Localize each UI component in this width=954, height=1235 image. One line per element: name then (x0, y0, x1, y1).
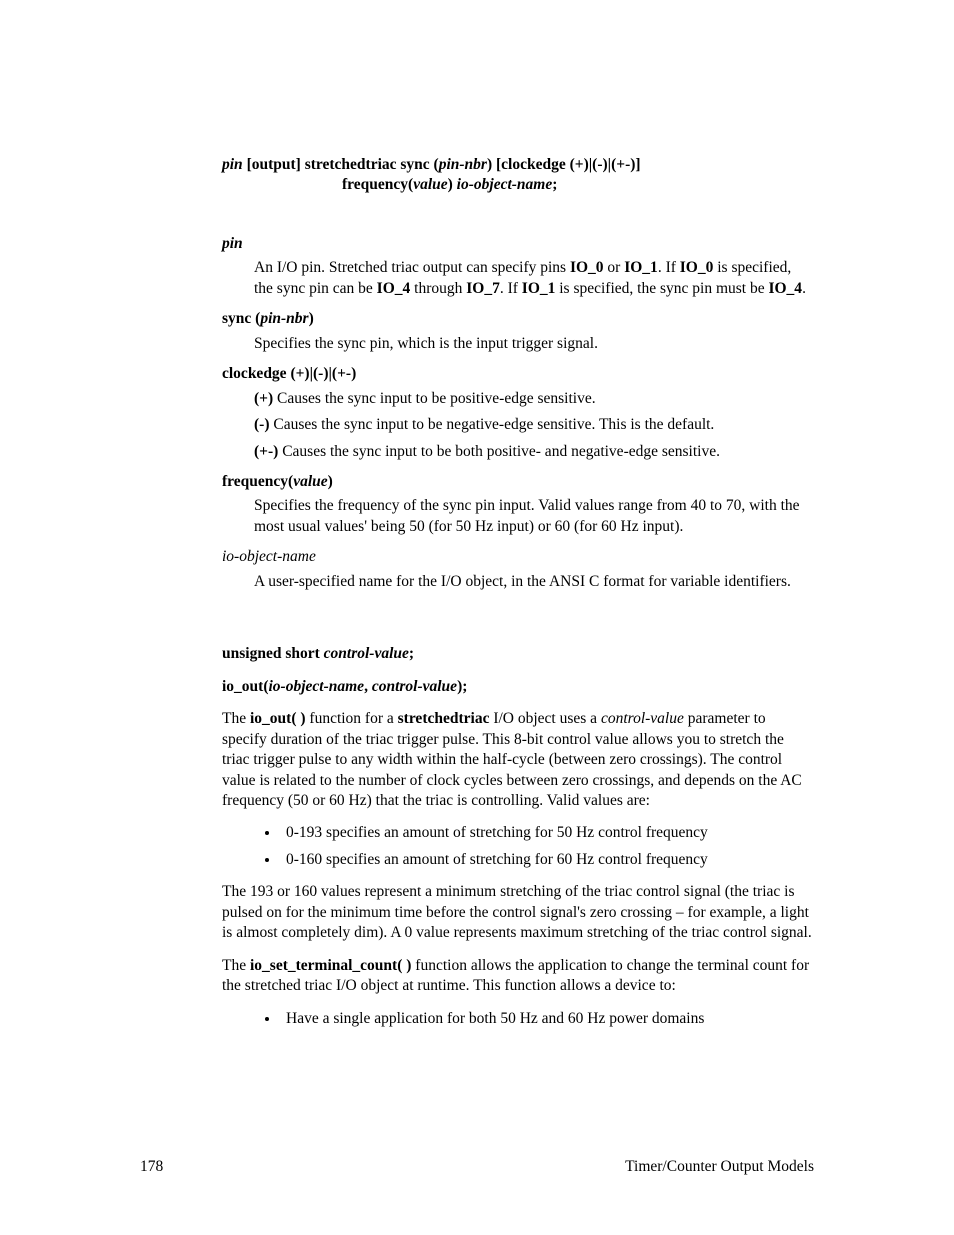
usage-paragraph-3: The io_set_terminal_count( ) function al… (222, 956, 814, 997)
syntax-clockedge: [clockedge (+)|(-)|(+-)] (492, 156, 640, 173)
text: An I/O pin. Stretched triac output can s… (254, 259, 570, 276)
term-frequency: frequency(value) (222, 472, 814, 492)
page: pin [output] stretchedtriac sync (pin-nb… (0, 0, 954, 1235)
footer-title: Timer/Counter Output Models (625, 1157, 814, 1177)
text: ) (328, 473, 333, 490)
text: function for a (306, 710, 398, 727)
syntax-semicolon: ; (552, 176, 557, 193)
list-item: 0-160 specifies an amount of stretching … (280, 850, 814, 870)
label: (-) (254, 416, 270, 433)
semicolon: ; (409, 645, 414, 662)
io4: IO_4 (768, 280, 802, 297)
list-item: 0-193 specifies an amount of stretching … (280, 823, 814, 843)
text: . (802, 280, 806, 297)
def-clockedge-minus: (-) Causes the sync input to be negative… (254, 415, 814, 435)
def-clockedge-pm: (+-) Causes the sync input to be both po… (254, 442, 814, 462)
unsigned-short: unsigned short (222, 645, 324, 662)
io-out-fn: io_out( ) (250, 710, 306, 727)
def-io-object-name: A user-specified name for the I/O object… (254, 572, 814, 592)
syntax-io-object-name: io-object-name (457, 176, 553, 193)
io1: IO_1 (624, 259, 658, 276)
term-io-object-name: io-object-name (222, 547, 814, 567)
syntax-value: value (413, 176, 447, 193)
usage-paragraph-2: The 193 or 160 values represent a minimu… (222, 882, 814, 943)
stretchedtriac: stretchedtriac (398, 710, 490, 727)
usage-call: io_out(io-object-name, control-value); (222, 677, 814, 697)
term-sync: sync (pin-nbr) (222, 309, 814, 329)
usage-paragraph-1: The io_out( ) function for a stretchedtr… (222, 709, 814, 811)
syntax-close-paren-2: ) (448, 176, 457, 193)
io-object-name: io-object-name (269, 678, 365, 695)
usage-declaration: unsigned short control-value; (222, 644, 814, 664)
syntax-output: [output] (243, 156, 305, 173)
io1: IO_1 (522, 280, 556, 297)
text: The (222, 957, 250, 974)
control-value: control-value (601, 710, 684, 727)
term-pin: pin (222, 234, 814, 254)
def-pin: An I/O pin. Stretched triac output can s… (254, 258, 814, 299)
text: ) (309, 310, 314, 327)
text: Causes the sync input to be positive-edg… (273, 390, 595, 407)
syntax-pin-nbr: pin-nbr (439, 156, 487, 173)
syntax-pin: pin (222, 156, 243, 173)
definition-list: pin An I/O pin. Stretched triac output c… (222, 234, 814, 592)
page-footer: 178 Timer/Counter Output Models (140, 1157, 814, 1177)
close: ); (457, 678, 467, 695)
term-clockedge: clockedge (+)|(-)|(+-) (222, 364, 814, 384)
pin-nbr: pin-nbr (260, 310, 308, 327)
label: (+) (254, 390, 273, 407)
text: frequency( (222, 473, 293, 490)
bullet-list-1: 0-193 specifies an amount of stretching … (222, 823, 814, 870)
syntax-line-1: pin [output] stretchedtriac sync (pin-nb… (222, 155, 814, 175)
text: . If (658, 259, 680, 276)
io-out: io_out( (222, 678, 269, 695)
io7: IO_7 (466, 280, 500, 297)
io0: IO_0 (680, 259, 714, 276)
page-number: 178 (140, 1157, 163, 1177)
syntax-declaration: pin [output] stretchedtriac sync (pin-nb… (222, 155, 814, 196)
text: I/O object uses a (489, 710, 600, 727)
text: . If (500, 280, 522, 297)
text: Causes the sync input to be negative-edg… (270, 416, 715, 433)
io-set-terminal-count-fn: io_set_terminal_count( ) (250, 957, 411, 974)
section-break (222, 602, 814, 644)
text: through (410, 280, 466, 297)
text: sync ( (222, 310, 260, 327)
bullet-list-2: Have a single application for both 50 Hz… (222, 1009, 814, 1029)
syntax-frequency: frequency( (342, 176, 413, 193)
def-sync: Specifies the sync pin, which is the inp… (254, 334, 814, 354)
text: The (222, 710, 250, 727)
control-value: control-value (324, 645, 409, 662)
syntax-stretchedtriac: stretchedtriac sync ( (305, 156, 439, 173)
text: or (604, 259, 625, 276)
def-clockedge-plus: (+) Causes the sync input to be positive… (254, 389, 814, 409)
io4: IO_4 (377, 280, 411, 297)
value: value (293, 473, 327, 490)
def-frequency: Specifies the frequency of the sync pin … (254, 496, 814, 537)
io0: IO_0 (570, 259, 604, 276)
list-item: Have a single application for both 50 Hz… (280, 1009, 814, 1029)
text: is specified, the sync pin must be (555, 280, 768, 297)
comma: , (364, 678, 372, 695)
text: Causes the sync input to be both positiv… (278, 443, 720, 460)
syntax-line-2: frequency(value) io-object-name; (222, 175, 814, 195)
label: (+-) (254, 443, 278, 460)
control-value: control-value (372, 678, 457, 695)
